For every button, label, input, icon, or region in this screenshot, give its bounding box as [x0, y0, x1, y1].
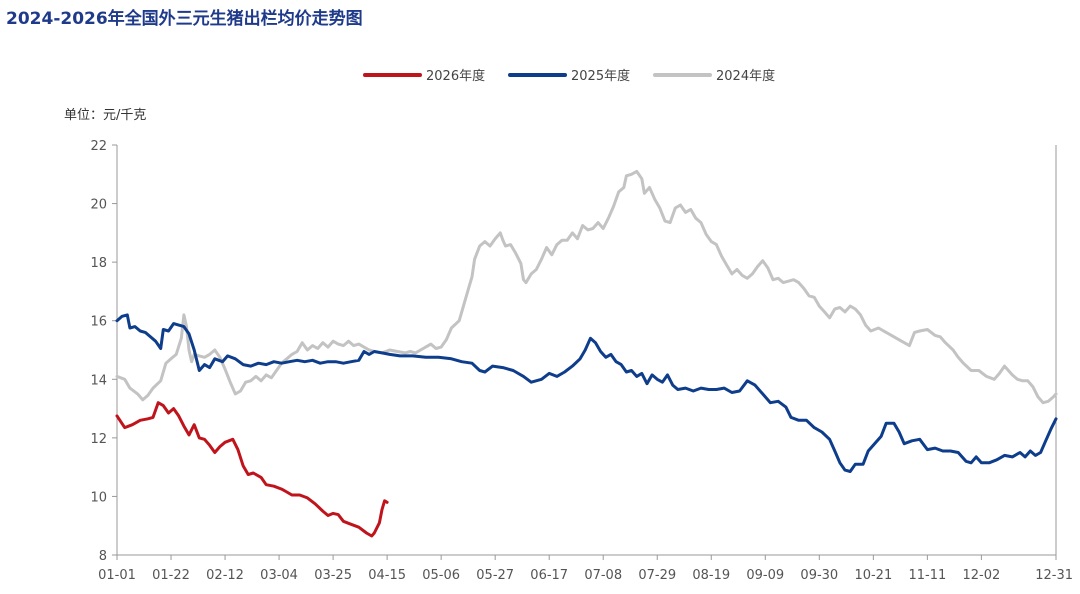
- y-tick-label: 8: [99, 549, 107, 564]
- x-tick-label: 05-06: [422, 568, 460, 583]
- x-tick-label: 01-22: [152, 568, 190, 583]
- legend-label: 2025年度: [571, 68, 630, 84]
- y-tick-label: 22: [90, 139, 107, 154]
- y-tick-label: 20: [90, 198, 107, 213]
- y-tick-label: 12: [90, 432, 107, 447]
- x-tick-label: 07-29: [638, 568, 676, 583]
- x-tick-label: 05-27: [476, 568, 514, 583]
- unit-label: 单位：元/千克: [64, 108, 146, 123]
- series-line-2024年度: [115, 169, 1058, 405]
- x-tick-label: 11-11: [908, 568, 946, 583]
- legend-label: 2026年度: [426, 68, 485, 84]
- series-layer: [115, 169, 1058, 538]
- series-line-2026年度: [115, 401, 389, 538]
- x-tick-label: 01-01: [98, 568, 136, 583]
- x-tick-label: 03-04: [260, 568, 298, 583]
- y-tick-label: 10: [90, 490, 107, 505]
- series-line-2025年度: [115, 313, 1058, 473]
- x-tick-label: 04-15: [368, 568, 406, 583]
- x-tick-label: 12-31: [1035, 568, 1073, 583]
- y-tick-label: 16: [90, 315, 107, 330]
- x-tick-label: 06-17: [530, 568, 568, 583]
- x-tick-label: 03-25: [314, 568, 352, 583]
- legend-label: 2024年度: [716, 68, 775, 84]
- x-tick-label: 02-12: [206, 568, 244, 583]
- x-tick-label: 12-02: [963, 568, 1001, 583]
- x-tick-label: 10-21: [854, 568, 892, 583]
- chart-title: 2024-2026年全国外三元生猪出栏均价走势图: [6, 9, 363, 29]
- x-tick-label: 07-08: [584, 568, 622, 583]
- y-tick-label: 14: [90, 373, 107, 388]
- x-tick-label: 09-09: [746, 568, 784, 583]
- axes: 8 10 12 14 16 18 20 22 01-01 01-22 02-12 03-04 03-25…: [90, 139, 1073, 583]
- y-tick-label: 18: [90, 256, 107, 271]
- x-tick-label: 08-19: [692, 568, 730, 583]
- legend: 2026年度 2025年度 2024年度: [363, 68, 775, 84]
- x-tick-label: 09-30: [800, 568, 838, 583]
